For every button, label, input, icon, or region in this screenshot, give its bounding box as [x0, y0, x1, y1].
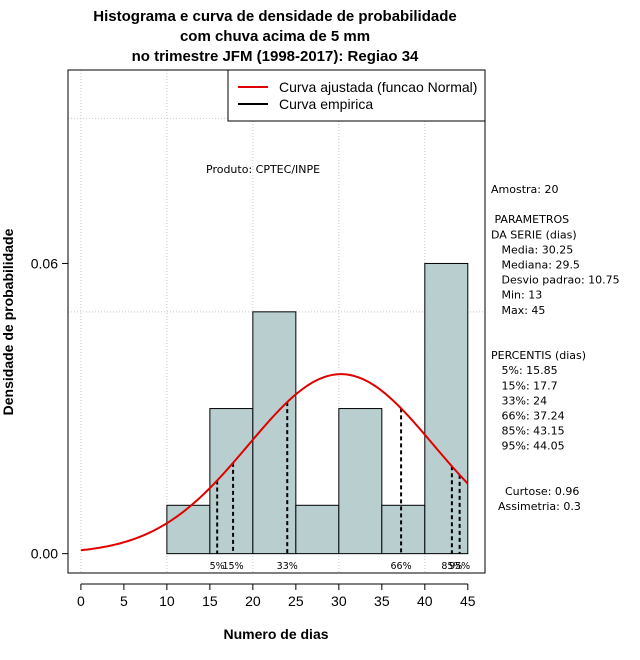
y-axis-label: Densidade de probabilidade: [0, 228, 16, 415]
legend-label-normal: Curva ajustada (funcao Normal): [279, 79, 477, 95]
statistics-panel: Amostra: 20 PARAMETROS DA SERIE (dias) Me…: [491, 183, 620, 513]
y-tick-label-1: 0.06: [31, 255, 58, 271]
stats-line-14: 33%: 24: [491, 394, 547, 407]
x-tick-label-9: 45: [460, 593, 476, 609]
histogram-bar-4: [338, 408, 383, 555]
x-tick-label-1: 5: [120, 593, 128, 609]
product-note: Produto: CPTEC/INPE: [206, 163, 320, 176]
stats-line-4: Media: 30.25: [491, 243, 573, 256]
chart-title-line-3: no trimestre JFM (1998-2017): Regiao 34: [132, 48, 419, 65]
stats-line-17: 95%: 44.05: [491, 440, 565, 453]
x-tick-label-2: 10: [159, 593, 175, 609]
legend-box: [227, 69, 486, 122]
x-tick-label-3: 15: [202, 593, 218, 609]
histogram-bar-3: [295, 504, 340, 555]
stats-line-12: 5%: 15.85: [491, 364, 558, 377]
stats-line-21: Assimetria: 0.3: [491, 500, 581, 513]
stats-line-7: Min: 13: [491, 289, 542, 302]
x-axis-label: Numero de dias: [223, 626, 328, 642]
histogram-bar-0: [166, 504, 211, 555]
histogram-bar-6: [424, 262, 469, 555]
x-tick-label-6: 30: [331, 593, 347, 609]
percentile-label-1: 15%: [223, 561, 244, 572]
percentile-label-0: 5%: [210, 561, 225, 572]
chart-title-line-2: com chuva acima de 5 mm: [180, 28, 370, 45]
stats-line-5: Mediana: 29.5: [491, 259, 580, 272]
legend-label-empirical: Curva empirica: [279, 96, 373, 112]
x-tick-label-0: 0: [77, 593, 85, 609]
y-tick-label-0: 0.00: [31, 546, 58, 562]
stats-line-20: Curtose: 0.96: [491, 485, 579, 498]
stats-line-3: DA SERIE (dias): [491, 228, 577, 241]
stats-line-16: 85%: 43.15: [491, 425, 565, 438]
x-tick-label-5: 25: [288, 593, 304, 609]
stats-line-15: 66%: 37.24: [491, 410, 565, 423]
histogram-bar-5: [381, 504, 426, 555]
stats-line-0: Amostra: 20: [491, 183, 558, 196]
legend: Curva ajustada (funcao Normal) Curva emp…: [227, 69, 486, 122]
stats-line-6: Desvio padrao: 10.75: [491, 274, 620, 287]
normal-curve-line: [80, 373, 469, 552]
x-tick-label-7: 35: [374, 593, 390, 609]
stats-line-2: PARAMETROS: [491, 213, 569, 226]
percentile-label-3: 66%: [391, 561, 412, 572]
stats-line-11: PERCENTIS (dias): [491, 349, 586, 362]
percentile-label-5: 95%: [449, 561, 470, 572]
percentile-label-2: 33%: [277, 561, 298, 572]
x-tick-label-8: 40: [417, 593, 433, 609]
percentile-label-4: 85%: [441, 561, 462, 572]
stats-line-13: 15%: 17.7: [491, 379, 558, 392]
stats-line-8: Max: 45: [491, 304, 545, 317]
chart-title-line-1: Histograma e curva de densidade de proba…: [93, 8, 456, 25]
x-tick-label-4: 20: [245, 593, 261, 609]
